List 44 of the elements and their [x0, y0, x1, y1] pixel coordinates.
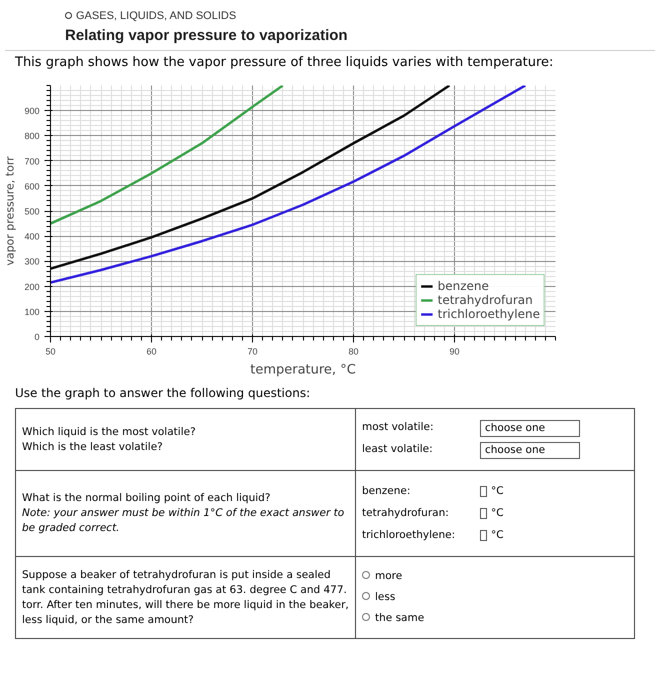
text: tetrahydrofuran: — [362, 506, 450, 522]
y-tick-label: 300 — [24, 256, 40, 267]
legend-label: benzene — [438, 279, 489, 293]
text: °C — [490, 484, 504, 500]
x-axis-title: temperature, °C — [250, 362, 356, 378]
text: benzene: — [362, 484, 412, 500]
y-tick-label: 800 — [24, 131, 40, 142]
text: What is the normal boiling point of each liquid? — [22, 492, 270, 504]
text: Suppose a beaker of tetrahydrofuran is put inside a sealed tank containing tetrahydrofuran gas at 63. degree C and 477. torr. After ten minutes, will there be more liquid in the beaker, less liquid, or the same amount? — [16, 556, 356, 639]
text: choose one — [480, 442, 580, 460]
text: This graph shows how the vapor pressure of three liquids varies with temperature: — [14, 54, 554, 72]
y-tick-label: 400 — [24, 232, 40, 242]
text: Use the graph to answer the following questions: — [15, 385, 312, 402]
text: °C — [490, 528, 504, 544]
x-tick-label: 70 — [247, 346, 258, 356]
legend-label: tetrahydrofuran — [438, 293, 533, 307]
y-tick-label: 700 — [24, 156, 40, 166]
x-tick-label: 80 — [348, 346, 359, 356]
x-tick-label: 60 — [146, 346, 157, 356]
text: trichloroethylene: — [362, 528, 456, 544]
chart-subtitle: GASES, LIQUIDS, AND SOLIDS — [75, 9, 238, 24]
text: Which is the least volatile? — [22, 440, 163, 453]
y-tick-label: 500 — [24, 206, 40, 216]
y-tick-label: 600 — [24, 181, 40, 192]
line-series — [50, 86, 451, 270]
line-series — [50, 86, 284, 225]
y-axis-title: vapor pressure, torr — [3, 156, 16, 266]
chart-title: Relating vapor pressure to vaporization — [65, 26, 349, 46]
text: Note: your answer must be within 1°C of the exact answer to be graded correct. — [22, 507, 344, 534]
text: least volatile: — [362, 442, 434, 458]
text: the same — [374, 611, 426, 626]
legend-label: trichloroethylene — [438, 307, 540, 321]
y-tick-label: 0 — [34, 332, 40, 342]
x-tick-label: 90 — [449, 346, 460, 356]
y-tick-label: 900 — [24, 106, 40, 116]
y-tick-label: 200 — [24, 282, 40, 292]
text: less — [374, 590, 396, 606]
text: most volatile: — [362, 420, 435, 436]
text: Which liquid is the most volatile? — [22, 426, 196, 438]
text: °C — [490, 506, 504, 522]
text: choose one — [480, 420, 580, 438]
x-tick-label: 50 — [45, 346, 56, 356]
y-tick-label: 100 — [24, 306, 40, 317]
text: more — [374, 569, 404, 584]
